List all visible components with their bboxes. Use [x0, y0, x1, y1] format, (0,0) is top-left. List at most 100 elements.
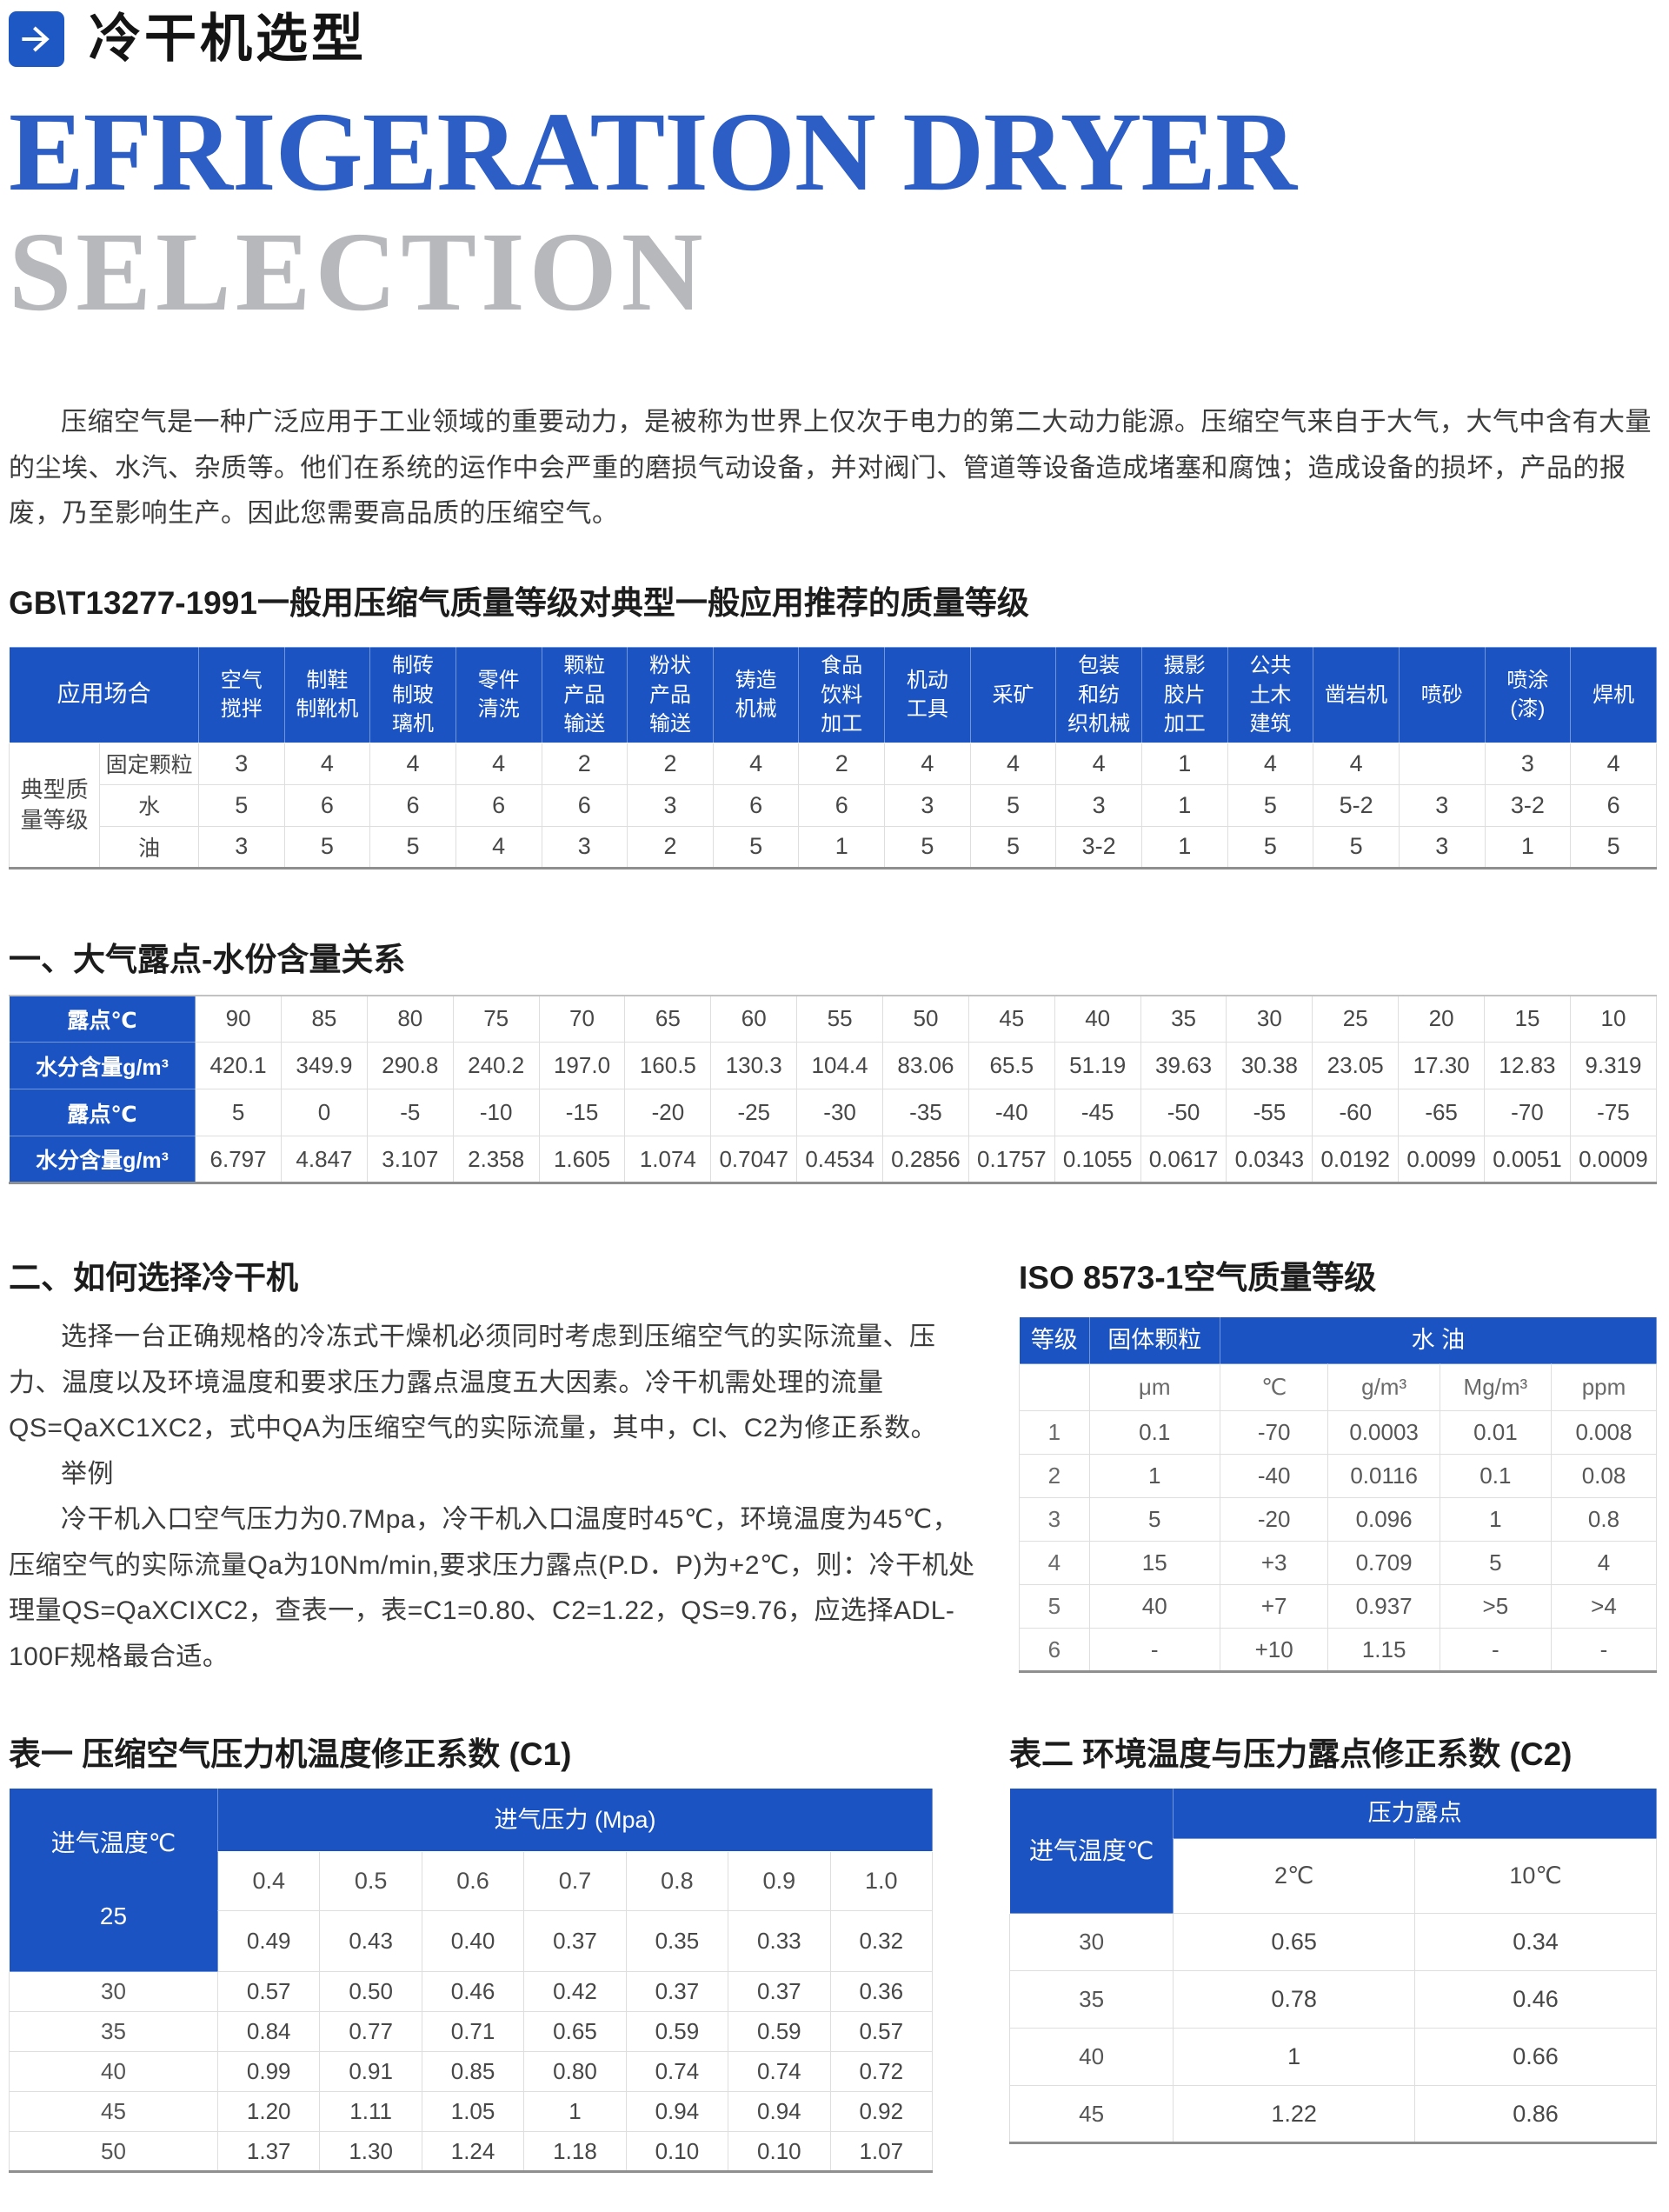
- title-en-line1: EFRIGERATION DRYER: [9, 90, 1297, 215]
- cell: 2℃: [1173, 1838, 1416, 1915]
- cell: 5: [969, 825, 1057, 869]
- cell: 4: [1055, 742, 1142, 785]
- cell: 1.074: [624, 1136, 712, 1184]
- cell: 70: [538, 995, 626, 1043]
- cell: 3: [541, 825, 628, 869]
- cell: +3: [1219, 1541, 1329, 1586]
- cell: 6: [712, 783, 800, 827]
- cell: 0.10: [728, 2131, 831, 2173]
- cell: 1: [1140, 742, 1228, 785]
- cell: 39.63: [1140, 1042, 1227, 1090]
- cell: 5: [1439, 1541, 1553, 1586]
- cell: 80: [366, 995, 454, 1043]
- cell: 290.8: [366, 1042, 454, 1090]
- cell: 0.37: [625, 1971, 729, 2013]
- cell: 65.5: [967, 1042, 1055, 1090]
- cell: 5: [1088, 1497, 1220, 1542]
- cell: 0.01: [1439, 1410, 1553, 1456]
- cell: 0.42: [523, 1971, 627, 2013]
- cell: 45: [967, 995, 1055, 1043]
- cell: 1.30: [319, 2131, 422, 2173]
- cell: 0.33: [728, 1910, 831, 1973]
- cell: 0.8: [625, 1850, 729, 1912]
- cell: 0.74: [625, 2051, 729, 2093]
- how-to-select-section: 二、如何选择冷干机 选择一台正确规格的冷冻式干燥机必须同时考虑到压缩空气的实际流…: [9, 1257, 984, 1680]
- c1-section: 表一 压缩空气压力机温度修正系数 (C1) 进气温度℃ 25 进气压力 (Mpa…: [9, 1734, 934, 2174]
- cell: 90: [195, 995, 282, 1043]
- cell: 9.319: [1569, 1042, 1658, 1090]
- arrow-right-glyph: [22, 26, 50, 52]
- cell: 0.59: [625, 2011, 729, 2053]
- cell: 0.0343: [1226, 1136, 1313, 1184]
- cell: 1.07: [829, 2131, 934, 2173]
- dew-point-table: 露点℃ 90 85 80 75 70 65 60 55 50 45 40 35 30 25 20 15 10 水…: [8, 994, 1658, 1185]
- cell: 2: [627, 742, 714, 785]
- gb-row-label: 水: [99, 783, 199, 827]
- cell: 104.4: [796, 1042, 884, 1090]
- iso-grade: 5: [1019, 1584, 1090, 1629]
- cell: 0.7047: [710, 1136, 798, 1184]
- cell: 3.107: [366, 1136, 454, 1184]
- cell: 4: [455, 825, 542, 869]
- cell: 0.40: [421, 1910, 525, 1973]
- cell: -30: [796, 1089, 884, 1137]
- gb-row-water: 水 5 6 6 6 6 3 6 6 3 5 3 1 5 5-2 3 3-2 6: [10, 783, 1657, 827]
- cell: 0.37: [523, 1910, 627, 1973]
- cell: ppm: [1551, 1363, 1657, 1412]
- cell: g/m³: [1327, 1363, 1440, 1412]
- cell: -50: [1140, 1089, 1227, 1137]
- cell: -40: [1219, 1454, 1329, 1499]
- c2-dewpoint-header: 压力露点: [1173, 1788, 1657, 1840]
- cell: 2.358: [452, 1136, 540, 1184]
- cell: 240.2: [452, 1042, 540, 1090]
- cell: 6: [283, 783, 371, 827]
- cell: 0.709: [1327, 1541, 1440, 1586]
- cell: 0.36: [829, 1971, 934, 2013]
- cell: 4: [969, 742, 1057, 785]
- cell: 1.18: [523, 2131, 627, 2173]
- cell: 0.59: [728, 2011, 831, 2053]
- cell: 制砖 制玻 璃机: [369, 646, 456, 743]
- c1-pressure-header: 进气压力 (Mpa): [217, 1788, 933, 1852]
- c2-corner-header: 进气温度℃: [1008, 1788, 1174, 1915]
- cell: 1.20: [216, 2091, 321, 2133]
- cell: -10: [452, 1089, 540, 1137]
- cell: 3: [1398, 825, 1486, 869]
- cell: 0.65: [523, 2011, 627, 2053]
- cell: 2: [541, 742, 628, 785]
- cell: 1.37: [216, 2131, 321, 2173]
- cell: 0.91: [319, 2051, 422, 2093]
- c2-temp-label: 40: [1008, 2028, 1174, 2087]
- cell: 1: [523, 2091, 627, 2133]
- cell: 5: [283, 825, 371, 869]
- c2-section-title: 表二 环境温度与压力露点修正系数 (C2): [1009, 1736, 1573, 1773]
- cell: 粉状 产品 输送: [627, 646, 714, 743]
- iso-row: 5 40 +7 0.937 >5 >4: [1019, 1584, 1657, 1629]
- middle-columns: 二、如何选择冷干机 选择一台正确规格的冷冻式干燥机必须同时考虑到压缩空气的实际流…: [9, 1257, 1658, 1680]
- cell: 0.43: [319, 1910, 422, 1973]
- cell: 凿岩机: [1313, 646, 1400, 743]
- dew-row-moisture-low: 水分含量g/m³ 6.797 4.847 3.107 2.358 1.605 1.074 0…: [8, 1136, 1658, 1184]
- cell: 包装 和纺 织机械: [1055, 646, 1142, 743]
- cell: -20: [624, 1089, 712, 1137]
- cell: 6: [455, 783, 542, 827]
- cell: 65: [624, 995, 712, 1043]
- cell: 0.46: [421, 1971, 525, 2013]
- cell: 5-2: [1313, 783, 1400, 827]
- iso-grade: 1: [1019, 1410, 1090, 1456]
- cell: 5: [197, 783, 285, 827]
- cell: 23.05: [1312, 1042, 1400, 1090]
- arrow-right-icon: [9, 11, 64, 67]
- cell: 12.83: [1484, 1042, 1571, 1090]
- cell: 197.0: [538, 1042, 626, 1090]
- gb-quality-table: 应用场合 空气 搅拌 制鞋 制靴机 制砖 制玻 璃机 零件 清洗 颗粒 产品 输送 粉状 …: [8, 646, 1657, 869]
- c2-temp-label: 35: [1008, 1970, 1174, 2029]
- cell: 5: [195, 1089, 282, 1137]
- cell: 喷砂: [1398, 646, 1486, 743]
- gb-row-group-label: 典型质量等级: [8, 742, 101, 869]
- cell: 5: [712, 825, 800, 869]
- cell: 0.57: [829, 2011, 934, 2053]
- gb-row-label: 油: [99, 825, 199, 869]
- cell: 6: [798, 783, 886, 827]
